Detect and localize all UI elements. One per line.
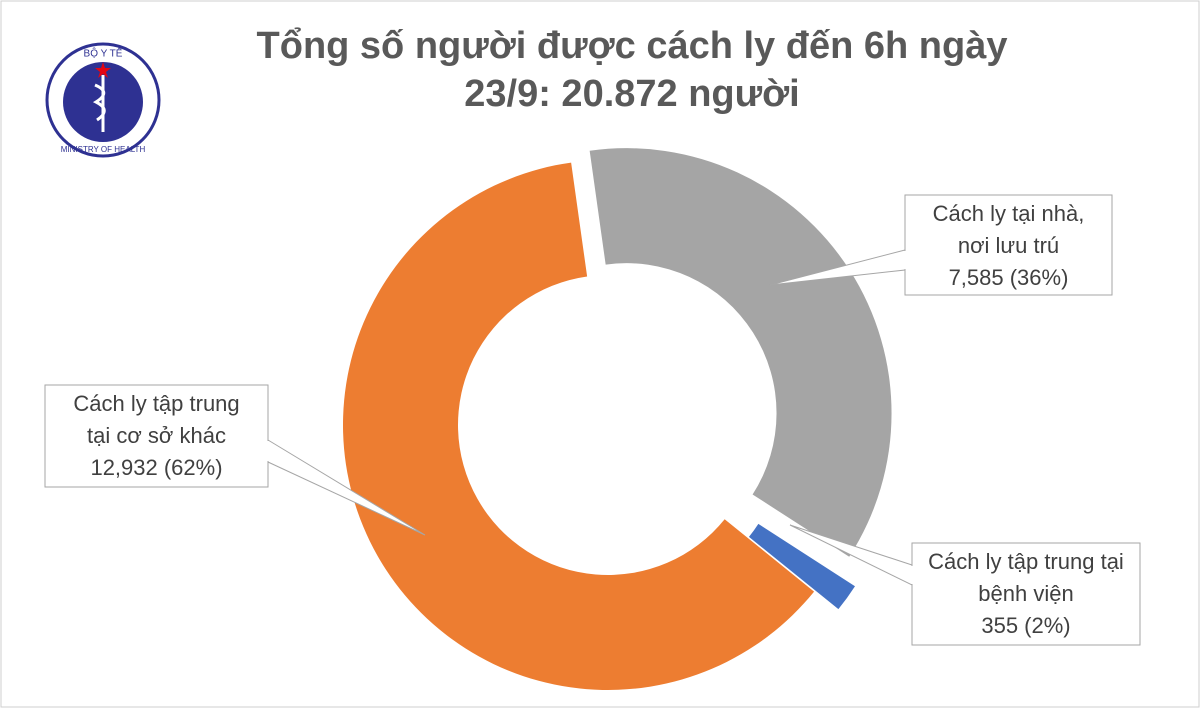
logo-bottom: MINISTRY OF HEALTH: [61, 145, 146, 154]
logo-snake: [92, 83, 106, 122]
donut-slice: [748, 523, 855, 610]
callout-box: [44, 384, 269, 488]
callout-box-seam: [266, 441, 269, 461]
logo: BỘ Y TẾ MINISTRY OF HEALTH: [45, 42, 161, 158]
callout-label: Cách ly tập trung tại: [928, 549, 1124, 574]
callout-label: nơi lưu trú: [958, 233, 1059, 258]
callout-label: bệnh viện: [978, 581, 1073, 606]
callout-box-seam: [904, 251, 907, 269]
logo-star: [95, 62, 111, 78]
logo-top: BỘ Y TẾ: [84, 47, 123, 60]
donut-slice: [343, 162, 815, 690]
value-label: 7,585 (36%): [949, 265, 1069, 290]
chart-title: 23/9: 20.872 người: [464, 73, 799, 115]
callout-label: Cách ly tập trung: [73, 391, 239, 416]
donut-slice: [589, 148, 892, 557]
callout-label: tại cơ sở khác: [87, 423, 226, 448]
chart-title: Tổng số người được cách ly đến 6h ngày: [257, 25, 1008, 67]
callout-box-seam: [911, 566, 914, 584]
callout-box: [904, 194, 1113, 296]
callout-label: Cách ly tại nhà,: [933, 201, 1085, 226]
value-label: 12,932 (62%): [90, 455, 222, 480]
value-label: 355 (2%): [981, 613, 1070, 638]
callout-box: [911, 542, 1141, 646]
